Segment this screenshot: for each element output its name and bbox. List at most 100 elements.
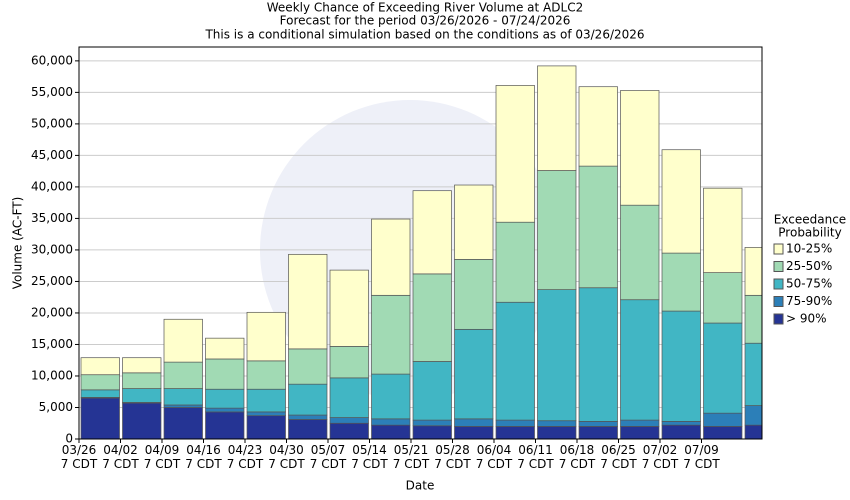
bar-segment (495, 85, 535, 223)
bar-segment (371, 418, 411, 426)
bar-segment (620, 426, 660, 439)
bar-segment (454, 184, 494, 260)
bar-segment (495, 426, 535, 439)
legend-swatch (773, 261, 784, 272)
bar-segment (163, 318, 203, 363)
x-tick-label: 07/02 7 CDT (641, 443, 679, 471)
y-tick-label: 0 (65, 432, 73, 446)
bar-segment (246, 388, 286, 413)
bar-segment (661, 424, 701, 439)
bar-segment (329, 417, 369, 424)
bar-segment (578, 165, 618, 289)
y-tick-label: 25,000 (31, 274, 73, 288)
y-tick-label: 35,000 (31, 211, 73, 225)
bar-segment (288, 383, 328, 416)
bar-segment (620, 204, 660, 301)
y-tick-label: 60,000 (31, 53, 73, 67)
x-tick-label: 04/09 7 CDT (143, 443, 181, 471)
bar-segment (371, 424, 411, 439)
y-tick-label: 40,000 (31, 179, 73, 193)
bar-segment (122, 357, 162, 374)
bar-segment (288, 414, 328, 420)
legend-label: 25-50% (786, 259, 832, 273)
bar-segment (329, 422, 369, 439)
chart-subtitle: Forecast for the period 03/26/2026 - 07/… (280, 14, 571, 28)
bar-segment (744, 342, 762, 406)
bar-segment (205, 388, 245, 409)
bar-segment (703, 412, 743, 427)
bar-segment (80, 357, 120, 376)
bar-segment (163, 361, 203, 389)
y-tick-label: 50,000 (31, 116, 73, 130)
bar-segment (163, 388, 203, 406)
x-tick-label: 04/16 7 CDT (185, 443, 222, 471)
bar-segment (288, 348, 328, 385)
bar-segment (703, 272, 743, 324)
bar-segment (620, 419, 660, 427)
legend-title: Exceedance (774, 213, 846, 227)
x-tick-label: 06/18 7 CDT (558, 443, 596, 471)
legend-swatch (773, 278, 784, 290)
bar-segment (122, 372, 162, 389)
bar-segment (578, 421, 618, 427)
bar-segment (537, 65, 577, 171)
bar-segment (744, 424, 762, 439)
x-tick-label: 04/02 7 CDT (102, 443, 139, 471)
bar-segment (578, 86, 618, 167)
y-tick-label: 45,000 (31, 148, 73, 162)
bar-segment (495, 221, 535, 303)
bar-segment (412, 273, 452, 362)
x-tick-label: 05/28 7 CDT (434, 443, 471, 471)
y-axis-label: Volume (AC-FT) (11, 197, 25, 290)
bar-segment (163, 404, 203, 408)
y-tick-label: 5,000 (39, 400, 73, 414)
bar-segment (122, 402, 162, 439)
bar-segment (80, 397, 120, 439)
bar-segment (246, 311, 286, 362)
bar-segment (454, 328, 494, 420)
x-tick-label: 06/04 7 CDT (475, 443, 513, 471)
bar-segment (744, 294, 762, 344)
bar-segment (703, 426, 743, 439)
y-tick-label: 20,000 (31, 305, 73, 319)
bar-segment (163, 407, 203, 439)
bar-segment (537, 420, 577, 427)
x-axis-label: Date (406, 479, 435, 493)
y-tick-label: 30,000 (31, 242, 73, 256)
bar-segment (122, 388, 162, 403)
bar-segment (288, 253, 328, 350)
bar-segment (329, 346, 369, 379)
bar-segment (537, 170, 577, 290)
bar-segment (246, 415, 286, 439)
bar-segment (205, 358, 245, 390)
x-tick-label: 07/09 7 CDT (683, 443, 720, 471)
bar-segment (661, 421, 701, 426)
bar-segment (412, 419, 452, 427)
bar-segment (703, 322, 743, 414)
bar-segment (205, 407, 245, 413)
bar-segment (661, 252, 701, 312)
bar-segment (454, 259, 494, 330)
legend-label: 10-25% (786, 242, 832, 256)
legend-label: 75-90% (786, 294, 832, 308)
legend-label: > 90% (786, 312, 827, 326)
x-tick-label: 06/25 7 CDT (600, 443, 637, 471)
chart-title: Weekly Chance of Exceeding River Volume … (267, 1, 583, 15)
y-tick-label: 10,000 (31, 368, 73, 382)
x-tick-label: 04/23 7 CDT (226, 443, 264, 471)
bar-segment (205, 337, 245, 360)
bar-segment (80, 389, 120, 398)
x-tick-label: 05/14 7 CDT (351, 443, 388, 471)
bars (80, 65, 762, 439)
x-tick-label: 05/07 7 CDT (309, 443, 347, 471)
x-tick-label: 04/30 7 CDT (268, 443, 305, 471)
bar-segment (495, 301, 535, 421)
bar-segment (620, 299, 660, 421)
chart-subtitle: This is a conditional simulation based o… (204, 28, 644, 42)
bar-segment (412, 425, 452, 439)
y-tick-label: 15,000 (31, 337, 73, 351)
bar-segment (412, 361, 452, 421)
bar-segment (371, 294, 411, 375)
bar-segment (744, 405, 762, 426)
